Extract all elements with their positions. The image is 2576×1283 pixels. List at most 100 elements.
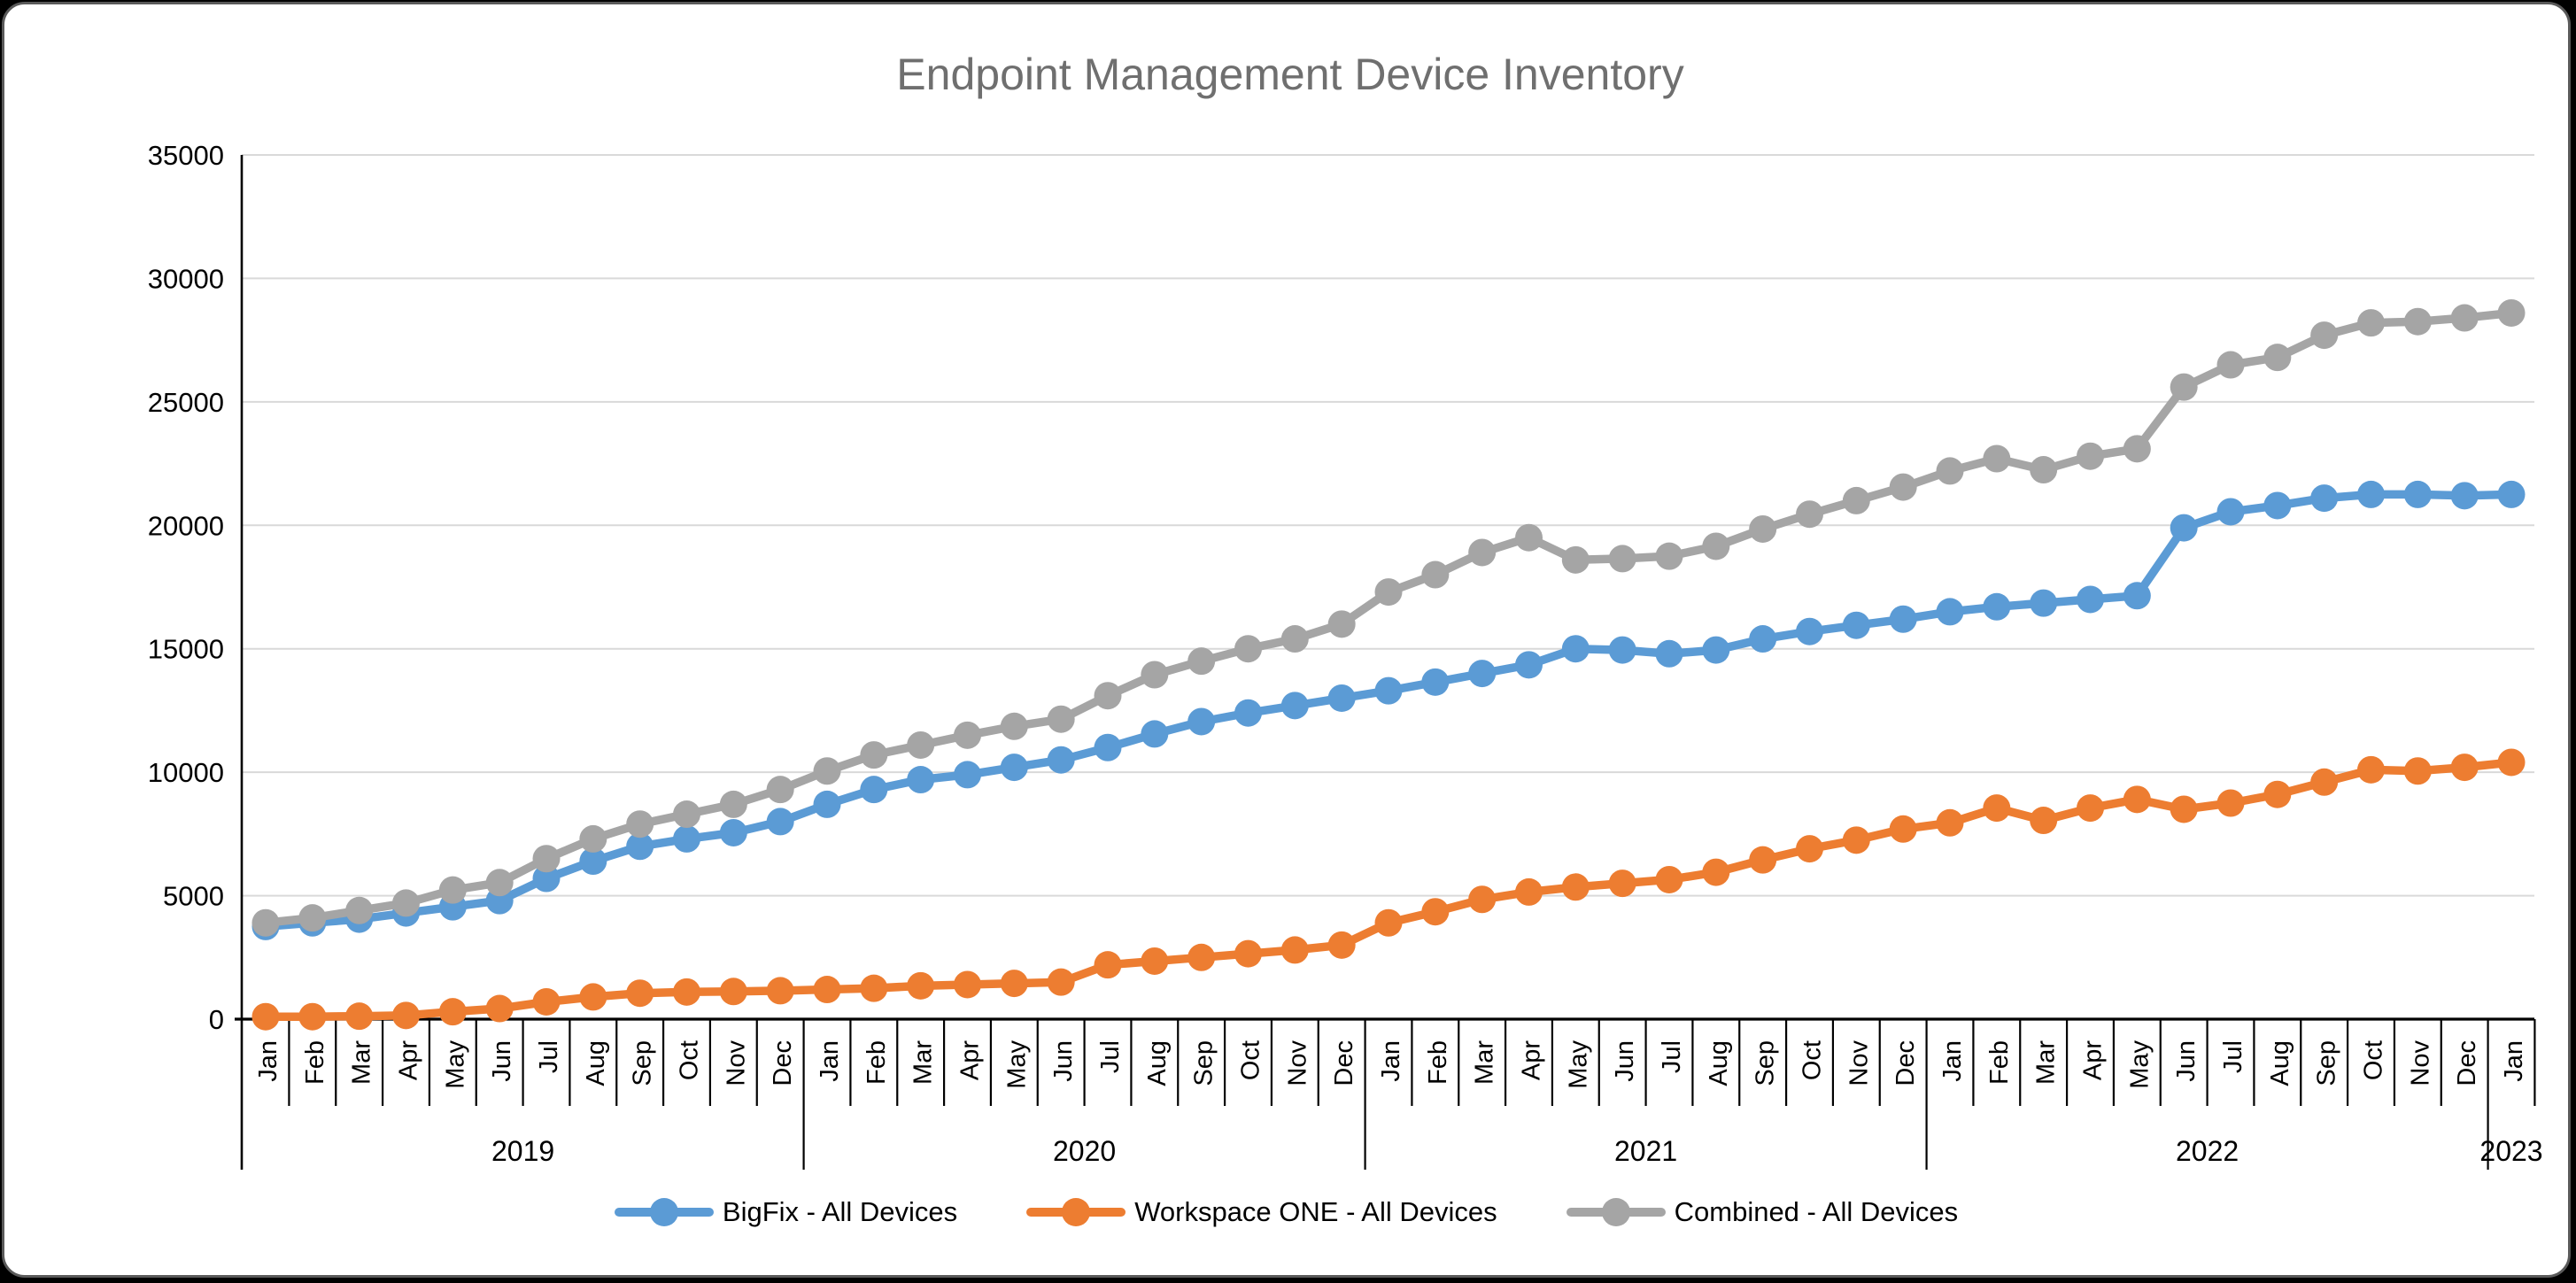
line-chart: Endpoint Management Device Inventory 0 50… — [148, 50, 2543, 1170]
data-point-bigfix — [1749, 625, 1777, 653]
month-tick-label: Jul — [2219, 1040, 2247, 1073]
data-point-workspace-one — [1234, 939, 1262, 968]
month-tick-label: Nov — [722, 1040, 750, 1086]
year-label: 2023 — [2479, 1135, 2542, 1167]
data-point-workspace-one — [2357, 755, 2385, 784]
data-point-workspace-one — [392, 1001, 420, 1030]
data-point-workspace-one — [1094, 951, 1122, 979]
year-label: 2019 — [491, 1135, 554, 1167]
y-tick-label: 25000 — [148, 387, 224, 418]
series-layer — [251, 298, 2526, 1031]
data-point-bigfix — [1187, 707, 1216, 736]
data-point-bigfix — [1000, 754, 1028, 782]
month-tick-label: Jun — [488, 1040, 516, 1082]
data-point-combined — [438, 876, 467, 904]
data-point-workspace-one — [1187, 943, 1216, 971]
data-point-bigfix — [1234, 699, 1262, 727]
legend-label: BigFix - All Devices — [722, 1196, 958, 1227]
month-tick-label: Jan — [2500, 1040, 2528, 1082]
data-point-combined — [719, 790, 747, 818]
data-point-workspace-one — [1796, 835, 1823, 863]
month-tick-label: Feb — [1985, 1040, 2014, 1085]
data-point-combined — [2263, 344, 2292, 372]
y-tick-label: 15000 — [148, 634, 224, 665]
legend: BigFix - All Devices Workspace ONE - All … — [4, 1196, 2568, 1227]
month-tick-label: Nov — [1283, 1040, 1311, 1086]
data-point-bigfix — [719, 818, 747, 846]
month-tick-label: May — [1002, 1040, 1031, 1089]
month-tick-label: Mar — [348, 1040, 376, 1085]
data-point-workspace-one — [1000, 970, 1028, 998]
data-point-workspace-one — [579, 983, 607, 1011]
data-point-workspace-one — [532, 987, 561, 1016]
y-tick-label: 0 — [209, 1004, 224, 1035]
month-tick-label: Mar — [909, 1040, 938, 1085]
data-point-bigfix — [2310, 484, 2339, 513]
data-point-combined — [673, 800, 700, 829]
data-point-workspace-one — [2450, 754, 2479, 782]
y-tick-label: 5000 — [163, 881, 224, 912]
data-point-combined — [1561, 545, 1590, 574]
y-tick-label: 30000 — [148, 263, 224, 294]
data-point-workspace-one — [438, 998, 467, 1026]
month-tick-label: Jun — [1611, 1040, 1639, 1082]
data-point-workspace-one — [2077, 794, 2104, 823]
data-point-bigfix — [1327, 684, 1356, 712]
data-point-bigfix — [1796, 617, 1823, 645]
data-point-combined — [907, 730, 935, 759]
y-tick-label: 20000 — [148, 510, 224, 541]
data-point-bigfix — [1047, 746, 1075, 774]
data-point-combined — [813, 757, 841, 785]
month-tick-label: Jul — [1096, 1040, 1125, 1073]
y-tick-label: 35000 — [148, 140, 224, 171]
chart-title: Endpoint Management Device Inventory — [896, 50, 1683, 99]
month-tick-label: Oct — [2360, 1040, 2388, 1080]
legend-item-combined[interactable]: Combined - All Devices — [1566, 1197, 1958, 1226]
data-point-bigfix — [1842, 611, 1870, 639]
month-tick-label: Jun — [1049, 1040, 1078, 1082]
month-tick-label: Aug — [1705, 1040, 1733, 1086]
legend-dot-icon — [1062, 1197, 1091, 1226]
gridlines — [242, 154, 2534, 897]
series-workspace-one — [251, 748, 2526, 1031]
data-point-combined — [1327, 610, 1356, 638]
month-tick-label: Jan — [1377, 1040, 1405, 1082]
data-point-bigfix — [1421, 668, 1450, 696]
data-point-combined — [2030, 456, 2058, 484]
data-point-combined — [2123, 435, 2151, 463]
data-point-combined — [1515, 523, 1543, 552]
month-tick-label: Aug — [582, 1040, 610, 1086]
data-point-combined — [1421, 560, 1450, 589]
data-point-workspace-one — [1515, 877, 1543, 906]
data-point-bigfix — [1608, 636, 1636, 664]
data-point-bigfix — [1468, 660, 1497, 688]
data-point-workspace-one — [766, 977, 794, 1005]
year-label: 2022 — [2176, 1135, 2239, 1167]
data-point-workspace-one — [1561, 873, 1590, 901]
data-point-bigfix — [2170, 514, 2198, 542]
data-point-combined — [860, 741, 888, 769]
data-point-workspace-one — [485, 994, 514, 1023]
data-point-combined — [2216, 351, 2245, 379]
data-point-workspace-one — [1047, 968, 1075, 996]
data-point-combined — [1702, 532, 1730, 560]
data-point-combined — [1047, 705, 1075, 733]
data-point-bigfix — [2263, 491, 2292, 520]
month-tick-label: Apr — [395, 1040, 423, 1080]
data-point-workspace-one — [1889, 815, 1917, 843]
month-tick-label: Dec — [769, 1040, 797, 1086]
legend-item-workspace-one[interactable]: Workspace ONE - All Devices — [1026, 1197, 1497, 1226]
data-point-bigfix — [766, 808, 794, 836]
data-point-combined — [1655, 542, 1683, 570]
data-point-workspace-one — [345, 1002, 374, 1031]
data-point-combined — [1796, 500, 1823, 529]
data-point-bigfix — [2030, 589, 2058, 617]
data-point-workspace-one — [2216, 789, 2245, 817]
data-point-workspace-one — [1842, 826, 1870, 854]
data-point-combined — [532, 845, 561, 873]
data-point-workspace-one — [1327, 931, 1356, 959]
data-point-combined — [579, 824, 607, 853]
data-point-bigfix — [2450, 482, 2479, 510]
legend-item-bigfix[interactable]: BigFix - All Devices — [614, 1196, 958, 1227]
month-tick-label: Mar — [1471, 1040, 1499, 1085]
